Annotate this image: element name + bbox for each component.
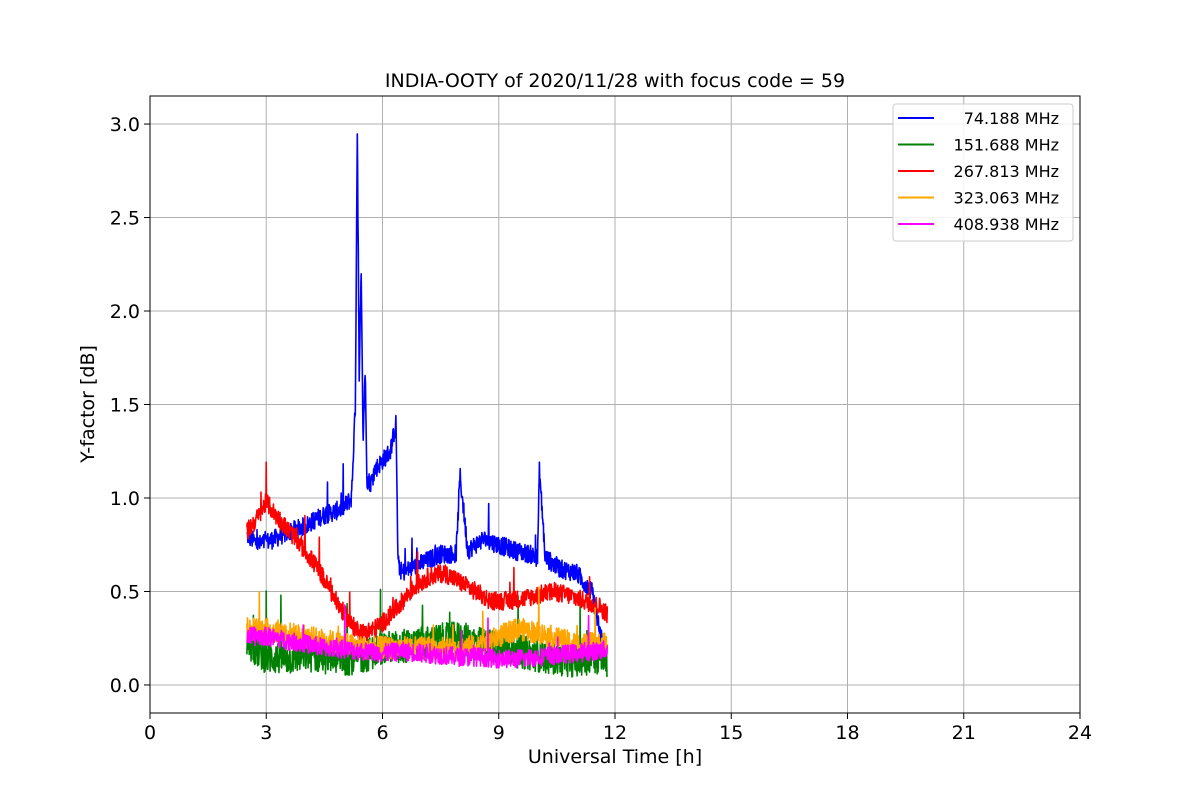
- x-tick-label: 0: [144, 722, 156, 744]
- legend-label: 408.938 MHz: [954, 215, 1059, 234]
- x-tick-label: 15: [719, 722, 743, 744]
- legend-box: [892, 103, 1074, 242]
- x-axis-ticks: 0 3 6 9 12 15 18 21 24: [144, 713, 1092, 744]
- series-layer: [246, 133, 609, 678]
- x-tick-label: 3: [260, 722, 272, 744]
- x-tick-label: 21: [952, 722, 976, 744]
- y-tick-label: 2.0: [110, 301, 140, 323]
- x-tick-label: 18: [835, 722, 859, 744]
- x-axis-label: Universal Time [h]: [528, 746, 702, 768]
- x-tick-label: 6: [376, 722, 388, 744]
- legend-label: 74.188 MHz: [964, 109, 1059, 128]
- chart-title: INDIA-OOTY of 2020/11/28 with focus code…: [385, 70, 845, 92]
- series-line: [246, 604, 609, 669]
- x-tick-label: 9: [493, 722, 505, 744]
- legend-label: 267.813 MHz: [954, 162, 1059, 181]
- y-tick-label: 2.5: [110, 208, 140, 230]
- x-tick-label: 24: [1068, 722, 1092, 744]
- x-tick-label: 12: [603, 722, 627, 744]
- y-tick-label: 3.0: [110, 114, 140, 136]
- series-line: [246, 133, 608, 673]
- y-tick-label: 1.5: [110, 395, 140, 417]
- y-axis-ticks: 0.0 0.5 1.0 1.5 2.0 2.5 3.0: [110, 114, 150, 697]
- legend-label: 323.063 MHz: [954, 189, 1059, 208]
- y-axis-label: Y-factor [dB]: [77, 345, 99, 464]
- y-tick-label: 0.0: [110, 675, 140, 697]
- y-tick-label: 0.5: [110, 581, 140, 603]
- legend-label: 151.688 MHz: [954, 136, 1059, 155]
- y-tick-label: 1.0: [110, 488, 140, 510]
- series-line: [246, 461, 609, 642]
- legend: 74.188 MHz 151.688 MHz 267.813 MHz 323.063 …: [892, 103, 1074, 242]
